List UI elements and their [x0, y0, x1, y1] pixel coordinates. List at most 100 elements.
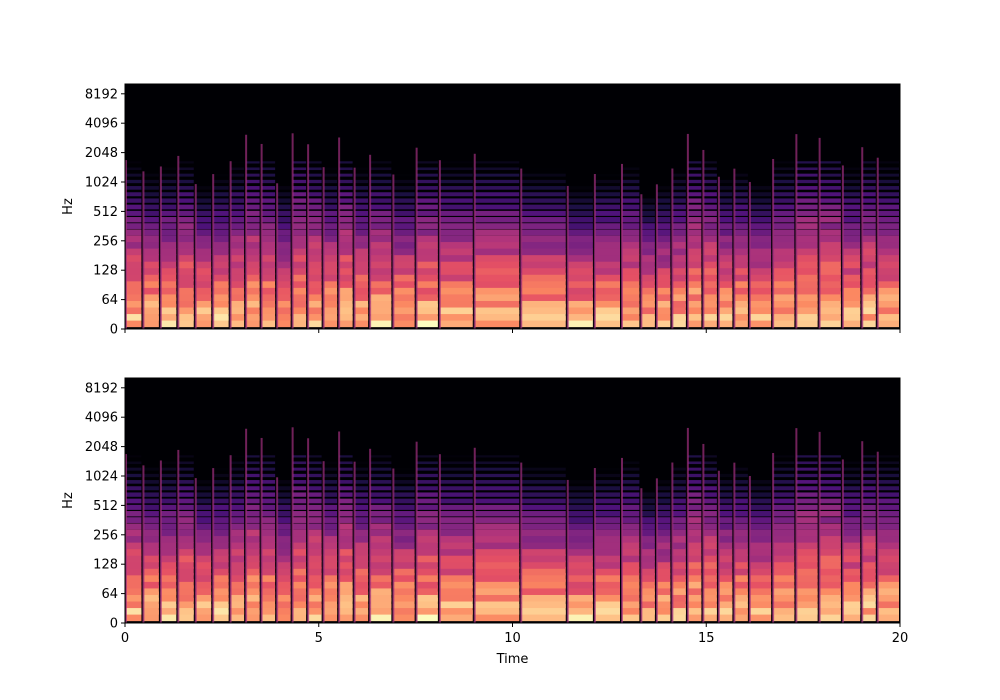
- harmonic-band: [277, 285, 291, 295]
- harmonic-band: [567, 572, 593, 582]
- onset-transient: [438, 454, 441, 623]
- harmonic-band: [195, 597, 212, 609]
- harmonic-band: [734, 554, 748, 563]
- harmonic-band: [246, 217, 260, 223]
- harmonic-band: [567, 585, 593, 595]
- note-segment: [194, 184, 212, 329]
- harmonic-band: [656, 572, 671, 582]
- harmonic-band: [567, 248, 593, 256]
- harmonic-band: [718, 241, 733, 249]
- harmonic-band: [393, 248, 415, 256]
- harmonic-band: [877, 260, 899, 269]
- harmonic-band: [439, 467, 473, 471]
- note-segment: [260, 437, 276, 623]
- onset-transient: [795, 428, 798, 623]
- harmonic-band: [521, 272, 566, 282]
- harmonic-band: [277, 192, 291, 197]
- harmonic-band: [246, 241, 260, 249]
- onset-transient: [142, 171, 145, 329]
- harmonic-band: [819, 610, 841, 622]
- harmonic-band: [277, 217, 291, 223]
- harmonic-band: [230, 517, 245, 523]
- harmonic-band: [687, 467, 702, 471]
- harmonic-band: [393, 278, 415, 288]
- harmonic-band: [773, 591, 795, 602]
- harmonic-band: [521, 579, 566, 589]
- harmonic-band: [439, 461, 473, 465]
- harmonic-band: [773, 186, 795, 190]
- harmonic-band: [277, 186, 291, 190]
- harmonic-band: [819, 473, 841, 478]
- harmonic-band: [567, 560, 593, 569]
- harmonic-band: [877, 272, 899, 282]
- harmonic-band: [393, 498, 415, 504]
- harmonic-band: [439, 186, 473, 190]
- harmonic-band: [246, 572, 260, 582]
- harmonic-band: [594, 535, 620, 543]
- harmonic-band: [749, 272, 772, 282]
- note-segment: [702, 443, 717, 623]
- harmonic-band: [195, 579, 212, 589]
- harmonic-band: [277, 498, 291, 504]
- y-tick-label: 1024: [85, 176, 118, 191]
- harmonic-band: [567, 198, 593, 203]
- harmonic-band: [773, 198, 795, 203]
- harmonic-band: [862, 161, 876, 164]
- harmonic-band: [687, 278, 702, 288]
- note-segment: [861, 147, 876, 329]
- harmonic-band: [862, 511, 876, 517]
- harmonic-band: [261, 210, 276, 216]
- harmonic-band: [842, 179, 861, 184]
- harmonic-band: [323, 529, 338, 537]
- harmonic-band: [439, 204, 473, 210]
- harmonic-band: [474, 179, 520, 184]
- harmonic-band: [126, 542, 142, 550]
- harmonic-band: [734, 542, 748, 550]
- onset-transient: [655, 184, 658, 329]
- harmonic-band: [230, 229, 245, 236]
- harmonic-band: [230, 572, 245, 582]
- harmonic-band: [842, 192, 861, 197]
- harmonic-band: [796, 285, 818, 295]
- onset-transient: [260, 437, 263, 623]
- harmonic-band: [819, 455, 841, 458]
- harmonic-band: [416, 266, 438, 275]
- harmonic-band: [246, 597, 260, 609]
- note-segment: [640, 486, 655, 623]
- harmonic-band: [567, 316, 593, 328]
- harmonic-band: [126, 572, 142, 582]
- harmonic-band: [230, 204, 245, 210]
- harmonic-band: [230, 272, 245, 282]
- harmonic-band: [292, 473, 307, 478]
- harmonic-band: [292, 480, 307, 484]
- harmonic-band: [261, 473, 276, 478]
- harmonic-band: [819, 278, 841, 288]
- harmonic-band: [819, 591, 841, 602]
- harmonic-band: [308, 535, 322, 543]
- harmonic-band: [718, 548, 733, 556]
- harmonic-band: [178, 192, 194, 197]
- harmonic-band: [261, 610, 276, 622]
- harmonic-band: [370, 260, 392, 269]
- harmonic-band: [339, 303, 353, 315]
- harmonic-band: [718, 554, 733, 563]
- harmonic-band: [521, 210, 566, 216]
- harmonic-band: [178, 173, 194, 177]
- harmonic-band: [474, 186, 520, 190]
- harmonic-band: [339, 161, 353, 164]
- harmonic-band: [292, 192, 307, 197]
- harmonic-band: [323, 480, 338, 484]
- harmonic-band: [370, 597, 392, 609]
- harmonic-band: [773, 291, 795, 301]
- harmonic-band: [687, 179, 702, 184]
- harmonic-band: [672, 585, 686, 595]
- harmonic-band: [195, 192, 212, 197]
- harmonic-band: [796, 523, 818, 530]
- harmonic-band: [656, 480, 671, 484]
- harmonic-band: [126, 535, 142, 543]
- harmonic-band: [230, 560, 245, 569]
- harmonic-band: [734, 316, 748, 328]
- harmonic-band: [703, 210, 717, 216]
- harmonic-band: [687, 254, 702, 262]
- onset-transient: [841, 165, 844, 329]
